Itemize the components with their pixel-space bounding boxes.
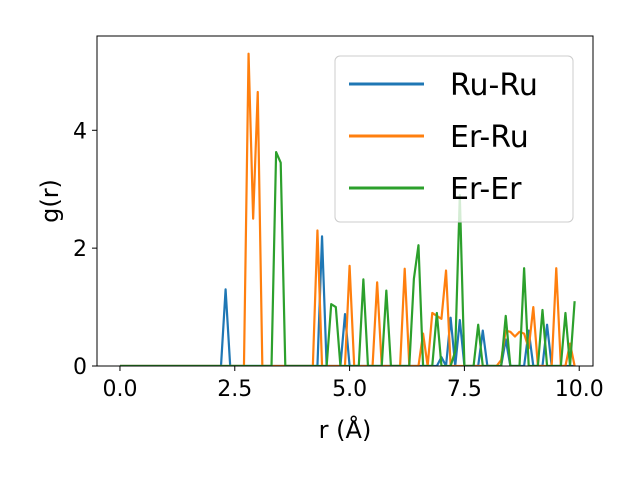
y-tick-label: 2 [73,237,87,262]
y-axis: 0 2 4 [73,119,97,380]
legend: Ru-Ru Er-Ru Er-Er [334,55,574,223]
x-axis: 0.0 2.5 5.0 7.5 10.0 [102,366,604,402]
series-line-er-er [119,150,576,366]
legend-label: Er-Er [450,172,522,207]
x-tick-label: 2.5 [217,377,252,402]
x-axis-label: r (Å) [319,415,372,444]
series-layer [119,52,576,366]
plot-frame [96,35,594,367]
x-tick-label: 5.0 [332,377,367,402]
x-tick-label: 7.5 [447,377,482,402]
plot-area [96,35,594,367]
legend-box [334,55,574,223]
x-tick-label: 0.0 [102,377,137,402]
y-tick-label: 0 [73,355,87,380]
legend-label: Er-Ru [450,120,529,155]
y-tick-label: 4 [73,119,87,144]
series-line-er-ru [119,52,576,366]
x-tick-label: 10.0 [555,377,604,402]
y-axis-label: g(r) [36,179,64,223]
legend-label: Ru-Ru [450,68,538,103]
